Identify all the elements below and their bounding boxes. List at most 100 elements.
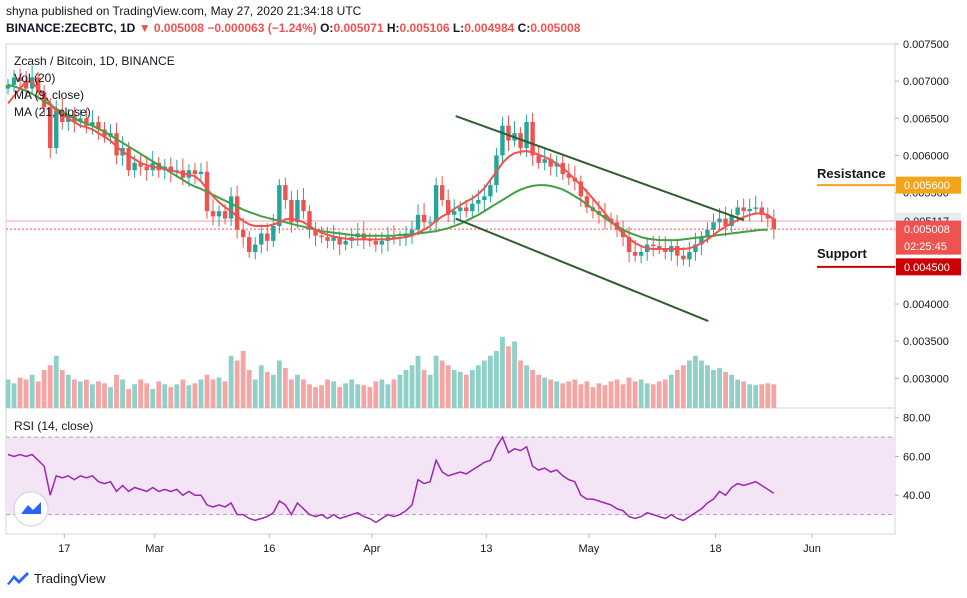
low-value: 0.004984 [464,21,515,35]
volume-bar [53,355,59,408]
candle-body [240,229,246,238]
time-tick-label: Apr [363,543,380,555]
candle-body [210,211,216,217]
volume-bar [331,381,337,408]
candle-body [325,237,330,241]
volume-bar [132,384,138,408]
volume-bar [295,374,300,408]
symbol-label: BINANCE:ZECBTC, 1D [6,21,136,35]
volume-bar [693,355,698,408]
volume-bar [186,385,192,408]
candle-body [753,207,758,209]
time-axis[interactable]: 17 Mar 16 Apr 13 May 18 Jun [58,534,821,555]
candle-body [759,207,764,215]
candle-body [632,252,638,256]
change-value: −0.000063 (−1.24%) [207,21,317,35]
high-value: 0.005106 [399,21,450,35]
candle-body [48,107,53,148]
volume-bar [391,379,397,408]
candle-body [265,233,270,241]
volume-bar [379,379,385,408]
candle-body [681,255,686,260]
candle-body [277,185,282,226]
volume-bar [258,365,264,408]
candle-body [84,118,89,126]
candle-body [530,122,535,156]
candle-body [723,218,728,226]
volume-bar [409,365,415,408]
volume-bar [644,383,650,408]
candle-body [415,214,421,230]
candle-body [464,207,469,212]
volume-bar [35,381,41,408]
volume-bar [240,351,246,408]
vol-legend: Vol (20) [14,71,55,85]
volume-bar [198,379,204,408]
volume-bar [270,374,276,408]
brand-name[interactable]: TradingView [34,570,106,586]
time-tick-label: 18 [709,543,721,555]
volume-bar [17,377,23,408]
candle-body [506,125,511,141]
candle-body [78,118,83,122]
close-value: 0.005008 [530,21,581,35]
candle-body [5,84,11,89]
ohlc-bar: BINANCE:ZECBTC, 1D ▼ 0.005008 −0.000063 … [6,21,580,35]
volume-bar [216,377,222,408]
volume-bar [451,370,457,408]
rsi-tick-label: 40.00 [903,490,931,502]
volume-bar [729,374,734,408]
resistance-tag [896,176,961,194]
candle-body [114,133,119,156]
candle-body [102,129,107,137]
candle-body [259,233,264,245]
volume-bar [301,379,306,408]
candle-body [536,155,541,163]
rsi-axis[interactable]: 40.00 60.00 80.00 [895,413,931,503]
price-pane[interactable] [5,43,896,409]
volume-bar [735,379,741,408]
volume-bar [481,360,487,408]
volume-bar [138,379,144,408]
volume-bar [469,370,475,408]
volume-bar [71,379,77,408]
ma9-legend: MA (9, close) [14,88,84,102]
volume-bar [494,351,499,408]
volume-bar [47,365,53,408]
tradingview-logo-icon [13,491,49,527]
volume-bar [530,370,536,408]
volume-bar [608,381,614,408]
volume-bar [349,379,355,408]
price-axis[interactable]: 0.0030000.0035000.0040000.0045000.005000… [895,39,949,385]
volume-bar [662,379,668,408]
volume-bar [150,389,156,408]
volume-bar [765,383,771,408]
footer[interactable]: TradingView [6,570,106,586]
price-tick-label: 0.007000 [903,76,949,88]
candle-body [458,207,463,212]
volume-bar [524,365,529,408]
support-tag [896,258,961,276]
candle-body [427,222,433,224]
candle-body [711,222,716,230]
volume-bar [596,383,602,408]
candle-body [126,148,131,171]
volume-bar [542,377,548,408]
volume-bar [307,384,312,408]
rsi-tick-label: 60.00 [903,451,931,463]
candle-body [584,196,590,208]
countdown-text: 02:25:45 [904,241,947,253]
volume-bar [96,381,101,408]
volume-bar [439,360,445,408]
candle-body [295,200,300,223]
volume-bar [325,379,330,408]
volume-bar [343,383,349,408]
candle-body [228,196,234,219]
pair-legend: Zcash / Bitcoin, 1D, BINANCE [14,54,175,68]
volume-bar [204,374,210,408]
candle-body [301,200,306,212]
candle-body [735,207,740,215]
time-tick-label: 16 [263,543,275,555]
volume-bar [656,381,662,408]
